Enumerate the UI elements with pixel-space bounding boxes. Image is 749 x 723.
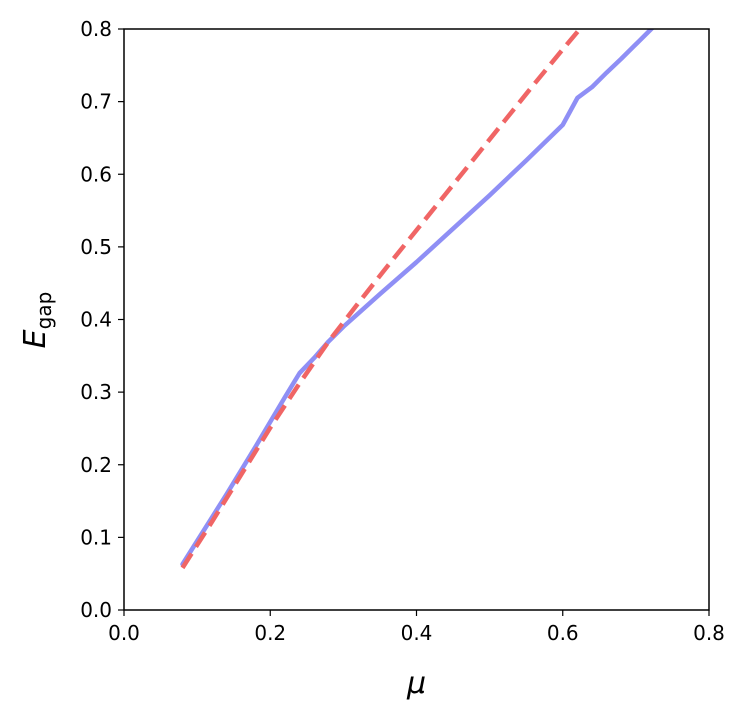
x-tick-label: 0.2 <box>254 621 286 645</box>
series-line-solid <box>180 29 655 567</box>
y-axis-label-main: E <box>18 329 53 348</box>
y-tick-label: 0.6 <box>80 162 112 186</box>
y-tick-label: 0.1 <box>80 525 112 549</box>
plot-frame <box>123 28 710 611</box>
y-tick-label: 0.7 <box>80 90 112 114</box>
y-tick-label: 0.4 <box>80 308 112 332</box>
x-tick-label: 0.4 <box>401 621 433 645</box>
x-tick-label: 0.0 <box>108 621 140 645</box>
y-axis-label-subscript: gap <box>32 292 56 330</box>
x-tick-label: 0.6 <box>547 621 579 645</box>
series-layer <box>180 29 655 570</box>
x-axis-label: μ <box>406 666 426 701</box>
series-line-dashed <box>180 29 583 570</box>
y-tick-label: 0.3 <box>80 380 112 404</box>
ticks-layer: 0.0 0.2 0.4 0.6 0.8 0.0 0.1 0.2 0.3 0.4 0.5 0.6 0.7 0… <box>80 17 725 645</box>
y-tick-label: 0.2 <box>80 453 112 477</box>
y-tick-label: 0.0 <box>80 598 112 622</box>
y-tick-label: 0.5 <box>80 235 112 259</box>
x-tick-label: 0.8 <box>693 621 725 645</box>
y-axis-label: Egap <box>18 292 56 349</box>
y-tick-label: 0.8 <box>80 17 112 41</box>
